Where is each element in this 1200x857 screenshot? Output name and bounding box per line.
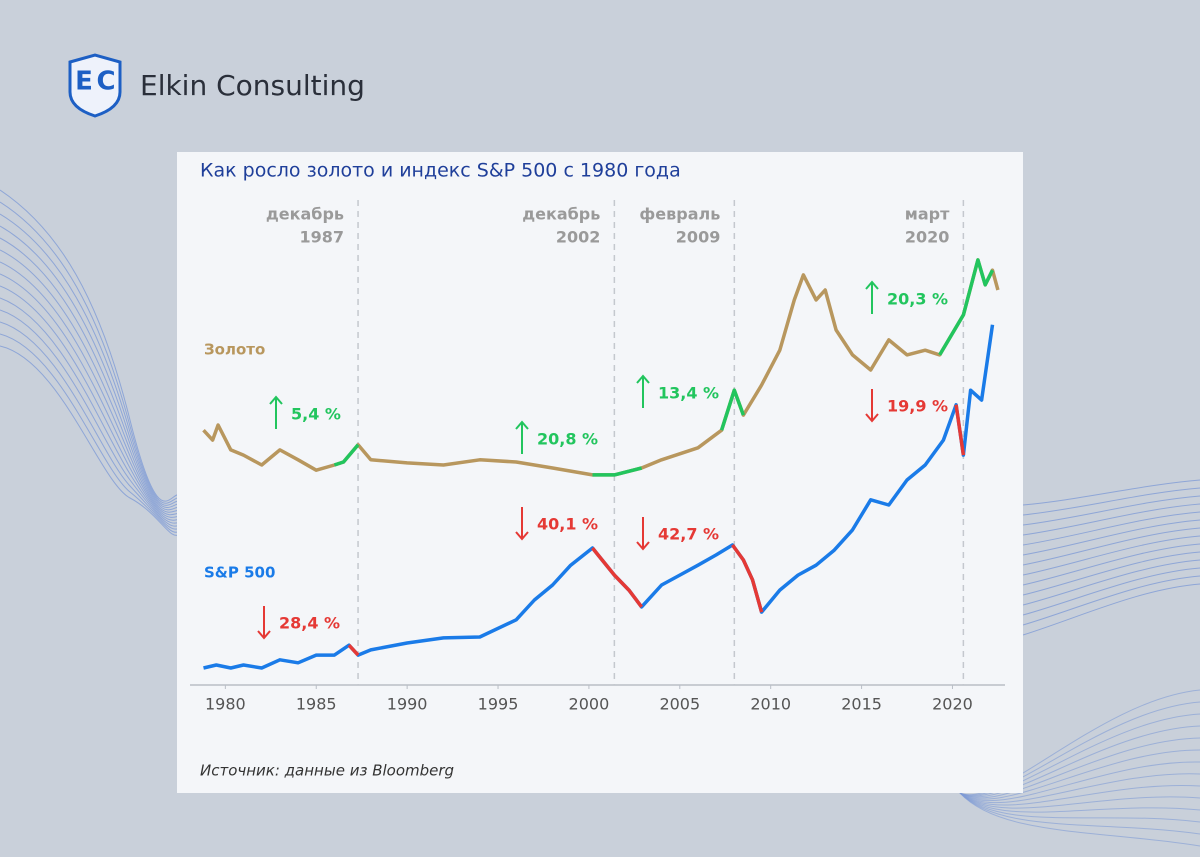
highlight-line [333,443,360,467]
arrow-head [515,420,529,430]
change-label: 19,9 % [887,397,948,416]
change-label: 42,7 % [658,525,719,544]
wave [0,201,181,504]
event-year: 1987 [300,228,345,247]
highlight-line [591,546,643,608]
arrow-head [515,531,529,541]
event-month: март [905,205,950,224]
arrow-head [865,413,879,423]
wave [1022,567,1200,616]
logo-letter: E [75,67,93,97]
wave [1022,511,1200,546]
wave [1022,543,1200,586]
wave [959,792,1200,809]
wave [959,792,1200,823]
wave [1022,551,1200,596]
change-label: 5,4 % [291,405,341,424]
x-tick-label: 2010 [750,695,791,714]
brand-name: Elkin Consulting [140,69,365,102]
x-tick-label: 2020 [932,695,973,714]
change-label: 20,8 % [537,430,598,449]
event-year: 2020 [905,228,950,247]
highlight-line [731,543,764,613]
wave [1022,495,1200,526]
wave [1022,519,1200,556]
wave [959,784,1200,806]
wave [0,345,181,536]
x-tick-label: 2015 [841,695,882,714]
decoration [0,189,1200,847]
wave [0,285,181,521]
x-tick-label: 1985 [296,695,337,714]
wave [959,737,1200,799]
wave [959,792,1200,813]
event-year: 2002 [556,228,601,247]
wave [959,761,1200,802]
change-label: 40,1 % [537,515,598,534]
wave [1022,535,1200,576]
wave [1022,487,1200,516]
highlight-line [719,388,746,431]
series-label: Золото [204,341,265,359]
wave [959,701,1200,796]
wave [959,792,1200,835]
plot: 1980 1985 1990 1995 2000 2005 2010 2015 2020 дека… [202,200,1000,714]
arrow-head [865,280,879,290]
x-tick-label: 1980 [205,695,246,714]
wave [0,213,181,506]
wave [959,773,1200,804]
event-month: февраль [639,205,720,224]
logo-shield [68,53,122,118]
source: Источник: данные из Bloomberg [200,762,454,780]
highlight-line [592,466,643,477]
arrow-head [257,630,271,640]
wave [1022,479,1200,506]
wave [959,713,1200,797]
wave [1022,503,1200,536]
wave [0,297,181,524]
wave [0,189,181,502]
change-label: 13,4 % [658,384,719,403]
chart-card [177,152,1023,793]
wave [1022,527,1200,566]
wave [959,725,1200,798]
wave [1022,559,1200,606]
wave [1022,575,1200,626]
wave [0,321,181,530]
wave [0,249,181,513]
x-tick-label: 1990 [387,695,428,714]
wave [1022,583,1200,636]
wave [959,792,1200,847]
event-year: 2009 [676,228,721,247]
event-month: декабрь [266,205,344,224]
wave [0,237,181,511]
logo-letter: C [96,67,115,97]
arrow-head [636,541,650,551]
highlight-line [954,404,966,456]
wave [959,749,1200,800]
chart-title: Как росло золото и индекс S&P 500 с 1980… [200,160,681,182]
wave [0,273,181,518]
wave [959,689,1200,796]
arrow-head [636,374,650,384]
highlight-line [938,258,995,356]
change-label: 28,4 % [279,614,340,633]
x-tick-label: 2000 [569,695,610,714]
wave [0,333,181,533]
wave [0,225,181,509]
arrow-head [269,395,283,405]
highlight-line [347,644,360,657]
x-tick-label: 1995 [478,695,519,714]
change-label: 20,3 % [887,290,948,309]
wave [0,309,181,527]
event-month: декабрь [522,205,600,224]
wave [0,261,181,516]
series-line [202,258,1000,477]
x-tick-label: 2005 [659,695,700,714]
series-label: S&P 500 [204,564,275,582]
logo: E C [68,53,122,118]
